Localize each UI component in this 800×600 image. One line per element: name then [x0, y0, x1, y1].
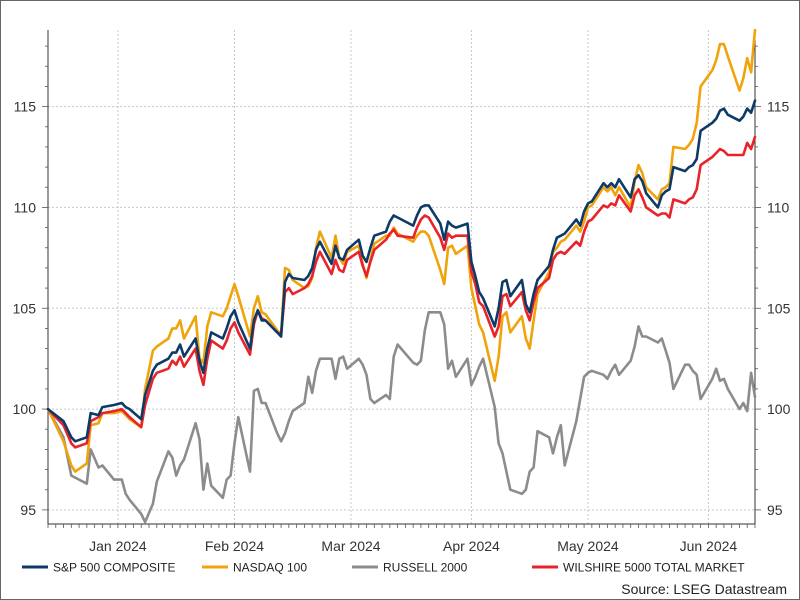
- gridlines: [48, 30, 755, 524]
- x-tick-label: Jan 2024: [89, 538, 147, 554]
- series-line-russell-2000: [46, 311, 757, 524]
- legend-label-wilshire-5000-total-market: WILSHIRE 5000 TOTAL MARKET: [563, 561, 745, 575]
- x-tick-label: Jun 2024: [680, 538, 738, 554]
- y-tick-label-left: 100: [13, 401, 37, 417]
- y-tick-label-right: 110: [767, 199, 790, 215]
- series-line-wilshire-5000-total-market: [46, 135, 757, 449]
- x-tick-label: Apr 2024: [443, 538, 500, 554]
- x-tick-label: Feb 2024: [205, 538, 264, 554]
- y-tick-label-right: 105: [767, 300, 791, 316]
- y-tick-label-left: 115: [14, 99, 37, 115]
- series-line-s-p-500-composite: [46, 99, 757, 443]
- x-tick-label: Mar 2024: [321, 538, 380, 554]
- axes: 95 95 100 100 105 105 110 110 115 115 Jan 2024 Feb …: [13, 30, 791, 554]
- y-tick-label-right: 115: [767, 99, 790, 115]
- series-line-nasdaq-100: [46, 28, 757, 473]
- legend-label-russell-2000: RUSSELL 2000: [383, 561, 468, 575]
- y-tick-label-left: 105: [13, 300, 37, 316]
- x-tick-label: May 2024: [557, 538, 619, 554]
- series-lines: [46, 28, 757, 524]
- y-tick-label-left: 95: [20, 502, 36, 518]
- legend-label-s-p-500-composite: S&P 500 COMPOSITE: [53, 561, 176, 575]
- source-note: Source: LSEG Datastream: [621, 581, 787, 597]
- y-tick-label-left: 110: [14, 199, 37, 215]
- legend-label-nasdaq-100: NASDAQ 100: [233, 561, 307, 575]
- legend: S&P 500 COMPOSITE NASDAQ 100 RUSSELL 2000 W…: [22, 561, 745, 575]
- y-tick-label-right: 95: [767, 502, 783, 518]
- y-tick-label-right: 100: [767, 401, 791, 417]
